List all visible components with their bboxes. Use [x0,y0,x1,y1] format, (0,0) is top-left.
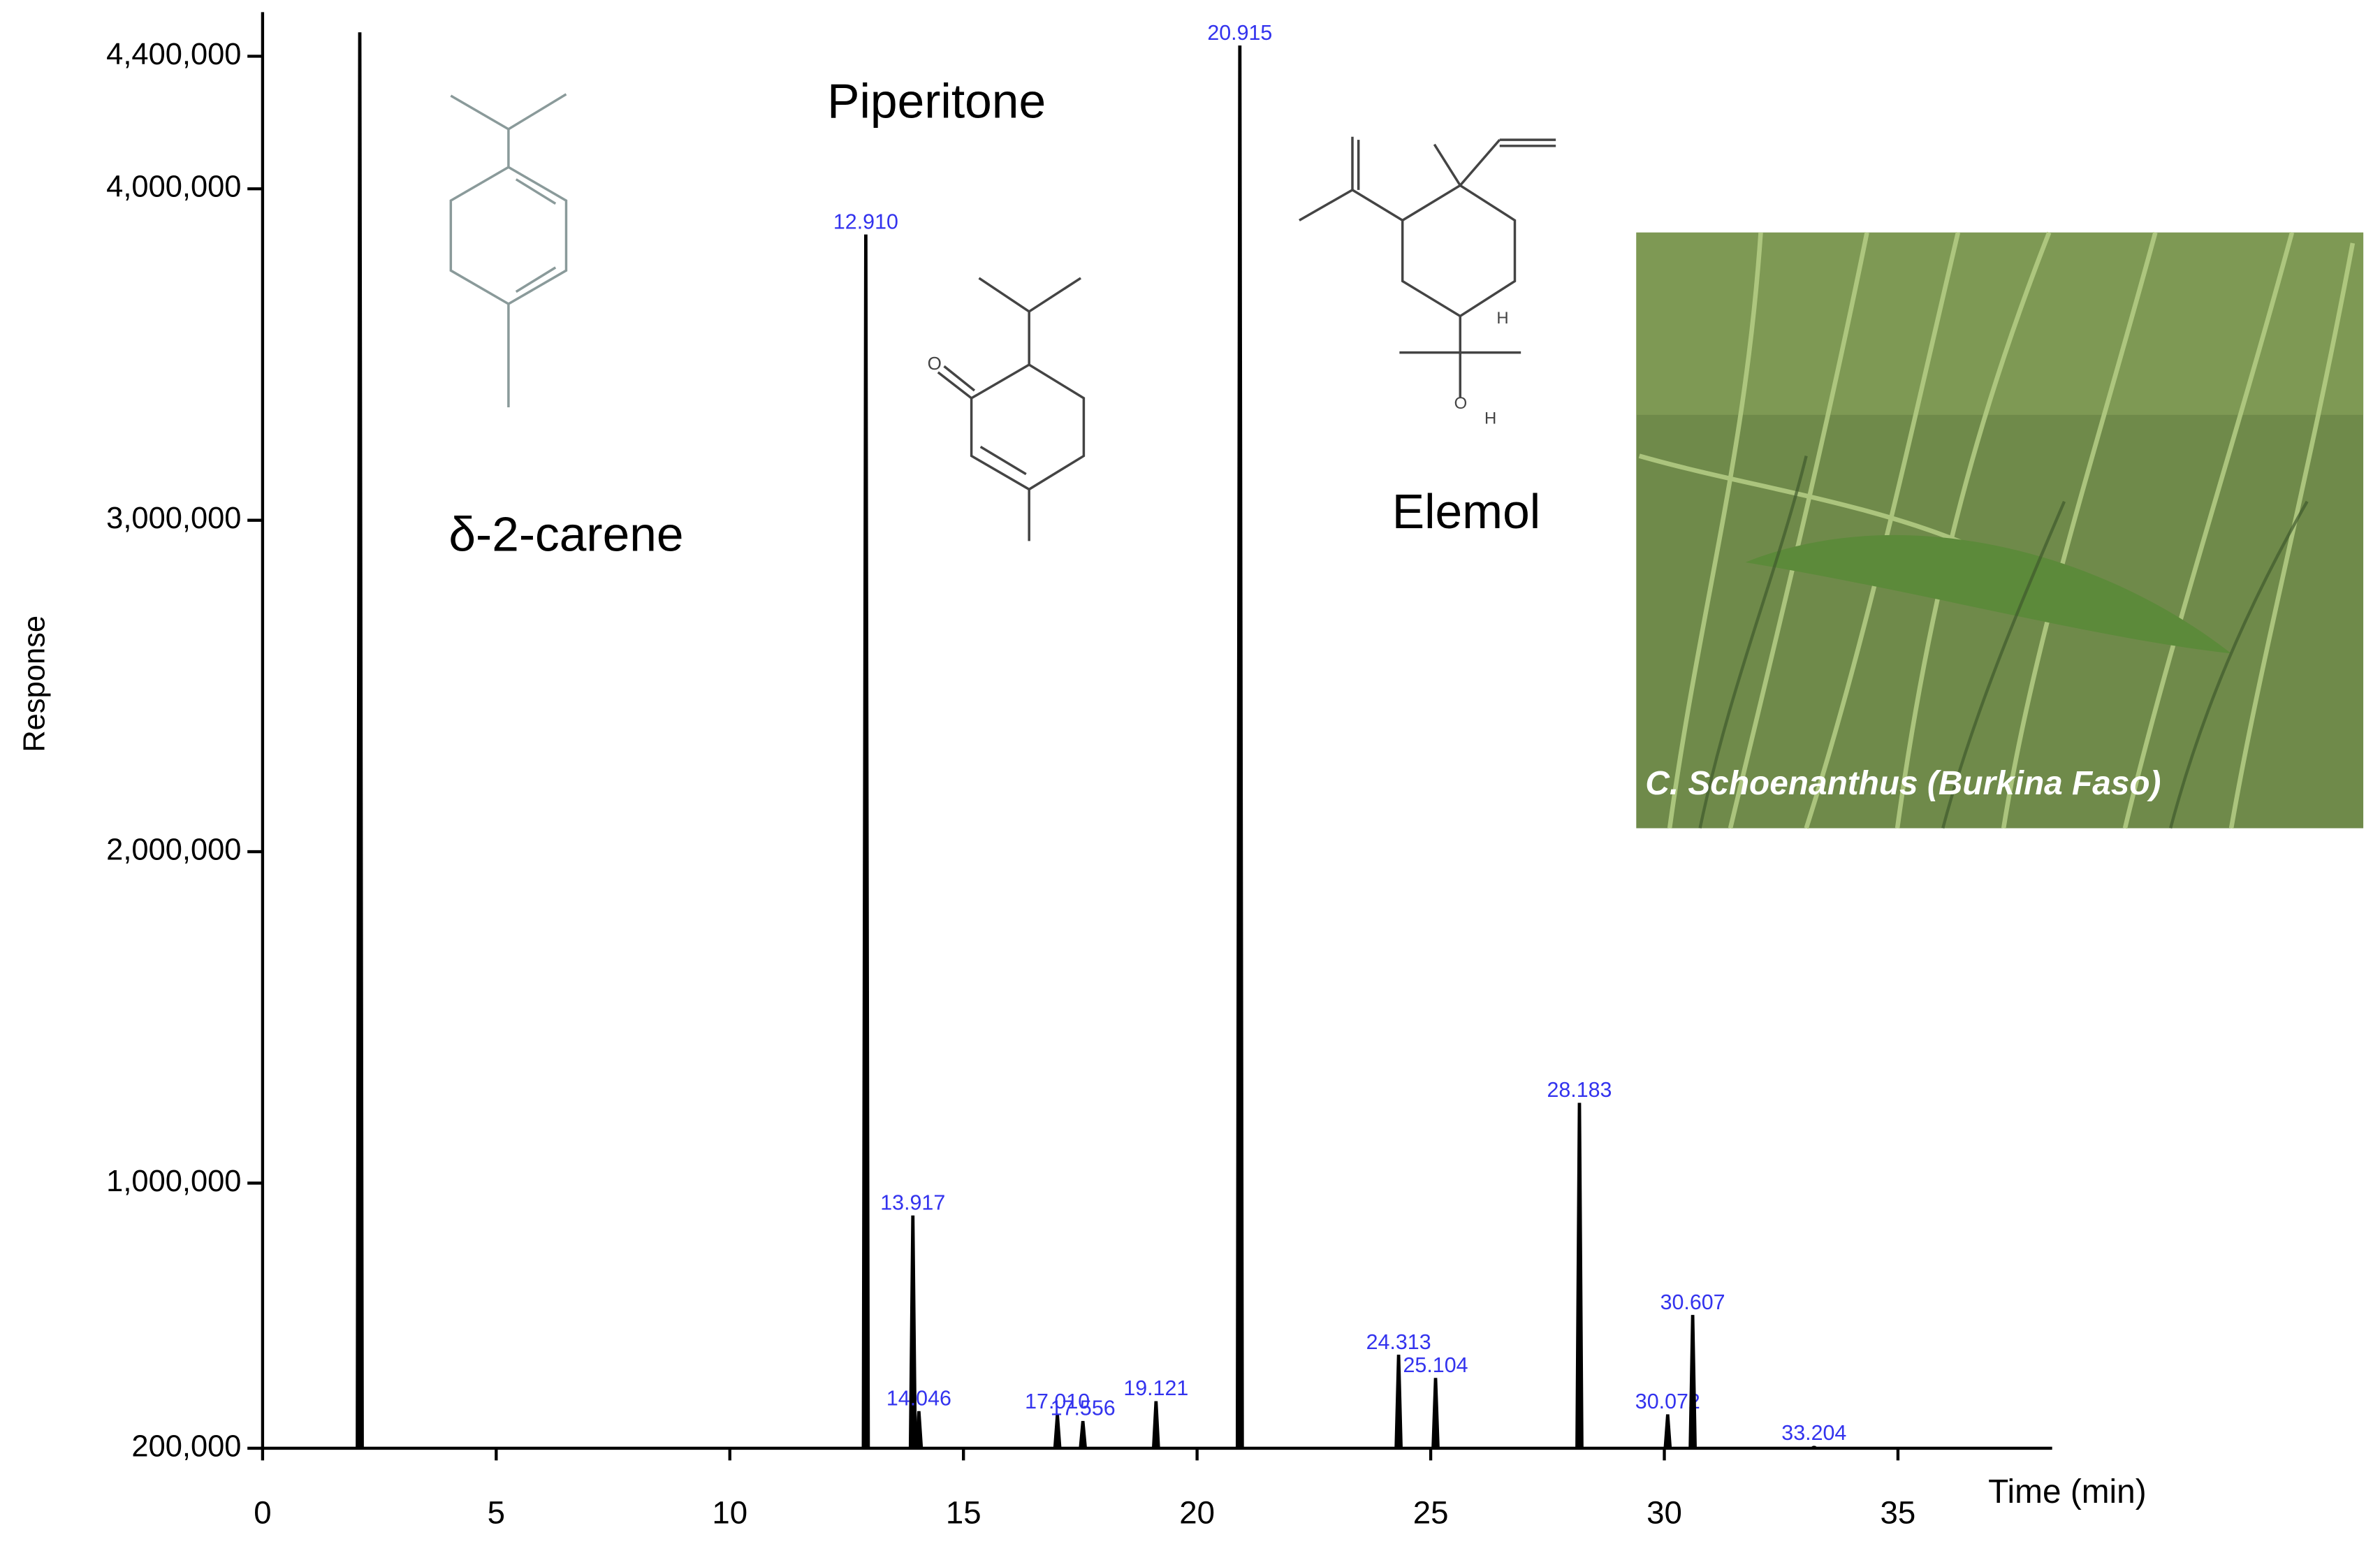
peak [356,32,364,1450]
peak-label: 17.556 [1051,1397,1116,1420]
photo: C. Schoenanthus (Burkina Faso) [1636,231,2364,829]
peak-label: 19.121 [1123,1376,1188,1400]
x-tick-label: 15 [946,1495,981,1531]
peak [914,1411,923,1450]
atom-o: O [1454,394,1468,413]
x-tick-label: 5 [488,1495,505,1531]
x-tick-label: 20 [1179,1495,1215,1531]
annotation: δ-2-carene [448,507,683,561]
peak [1235,45,1244,1450]
x-tick-label: 35 [1881,1495,1916,1531]
y-tick-label: 3,000,000 [106,502,241,535]
piperitone-structure [937,277,1086,541]
y-tick-label: 4,400,000 [106,38,241,71]
peak [1053,1414,1062,1450]
peak-label: 25.104 [1403,1353,1468,1377]
annotation: Elemol [1392,484,1540,539]
y-tick-label: 1,000,000 [106,1165,241,1198]
atom-h: H [1496,309,1508,328]
peak [1431,1378,1440,1450]
peak-label: 13.917 [880,1191,945,1215]
peak-label: 17.010 [1025,1390,1090,1413]
atom-h: H [1484,409,1496,428]
peak [908,1215,917,1450]
peak [1394,1355,1403,1450]
peak-label: 33.204 [1781,1421,1846,1445]
peak-label: 24.313 [1366,1330,1431,1354]
peak [861,234,870,1450]
peak [1079,1420,1088,1450]
y-tick-label: 2,000,000 [106,833,241,867]
peak [1151,1401,1160,1450]
atom-o: O [928,353,942,374]
x-tick-label: 0 [254,1495,271,1531]
peak-label: 12.910 [833,210,898,233]
peak [1808,1445,1820,1450]
x-tick-label: 10 [712,1495,747,1531]
peak-label: 14.046 [886,1386,951,1410]
peak [1688,1315,1697,1450]
x-tick-label: 30 [1647,1495,1682,1531]
elemol-structure [1299,136,1556,398]
peak [1575,1102,1584,1450]
y-axis-label: Response [18,616,52,752]
y-tick-label: 4,000,000 [106,170,241,204]
peak-label: 28.183 [1547,1078,1612,1102]
x-axis-label: Time (min) [1988,1473,2147,1510]
x-tick-label: 25 [1413,1495,1449,1531]
y-tick-label: 200,000 [131,1429,241,1463]
annotation: Piperitone [827,73,1046,128]
peak [1663,1414,1672,1450]
peak-label: 30.607 [1660,1290,1725,1314]
carene-structure [449,93,568,407]
photo-caption: C. Schoenanthus (Burkina Faso) [1645,765,2161,802]
peak-label: 20.915 [1207,21,1272,45]
